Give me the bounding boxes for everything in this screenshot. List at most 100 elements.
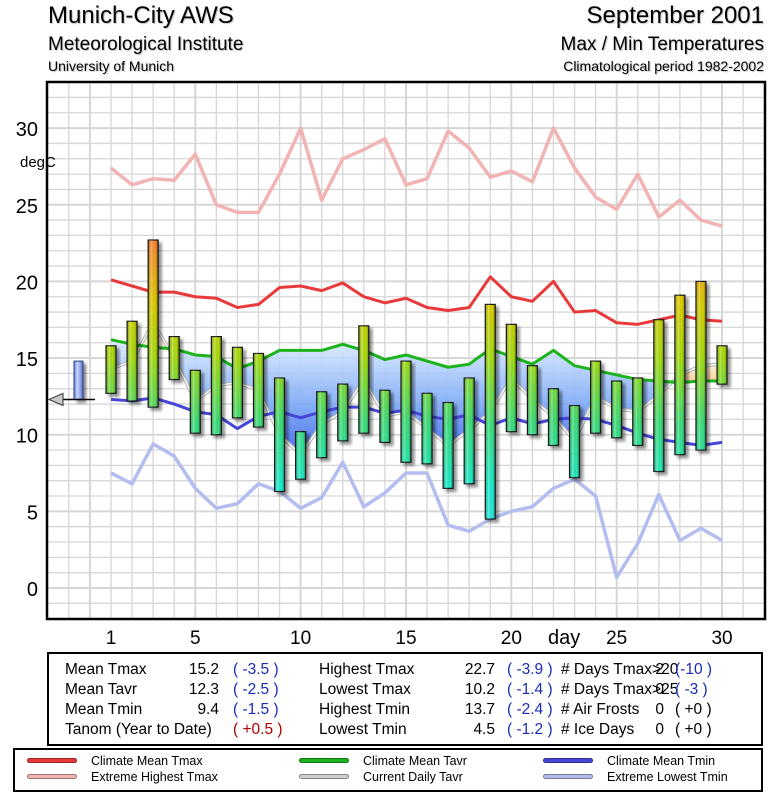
x-tick-label: 20	[501, 628, 522, 649]
day-bar	[547, 388, 560, 447]
day-bar-shade	[358, 325, 369, 434]
university-title: University of Munich	[48, 58, 175, 74]
stats-value: 2	[655, 661, 664, 678]
stats-label: Lowest Tmin	[319, 721, 407, 738]
chart-subtitle: Max / Min Temperatures	[560, 34, 764, 55]
ytd-bar	[73, 360, 84, 400]
stats-anomaly: ( -2.5 )	[233, 681, 279, 698]
day-bar	[168, 335, 180, 381]
daily-bars	[105, 239, 728, 520]
day-bar	[484, 303, 496, 520]
stats-row: Highest Tmax 22.7 ( -3.9 )	[49, 660, 761, 680]
x-axis-ticks: 1 5 10 15 20 25 30	[106, 628, 733, 649]
day-bar-shade	[611, 381, 622, 438]
stats-label: # Air Frosts	[561, 701, 640, 718]
stats-label: Mean Tavr	[65, 681, 138, 698]
day-bar	[653, 319, 665, 473]
day-bar	[126, 320, 138, 402]
day-bar-shade	[632, 377, 643, 446]
day-bar-shade	[127, 321, 138, 401]
day-bar-shade	[695, 281, 706, 451]
legend-label: Current Daily Tavr	[363, 770, 463, 784]
x-tick-label: 25	[606, 628, 627, 649]
legend-swatch	[543, 774, 593, 779]
stats-value: 9.4	[197, 701, 219, 718]
climate-mean-tmax-line	[110, 275, 723, 326]
day-bar	[273, 377, 286, 493]
stats-label: Mean Tmax	[65, 661, 147, 678]
day-bar	[632, 377, 644, 447]
stats-row: Tanom (Year to Date) ( +0.5 )	[49, 720, 761, 740]
legend-label: Climate Mean Tavr	[363, 754, 467, 768]
statistics-panel: Mean Tmax 15.2 ( -3.5 ) Mean Tavr 12.3 ( -2.5…	[47, 652, 763, 746]
day-bar-shade	[485, 304, 496, 520]
y-tick-label: 20	[16, 272, 38, 294]
day-bar	[400, 360, 412, 463]
stats-row: # Air Frosts 0 ( +0 )	[49, 700, 761, 720]
day-bar-shade	[337, 384, 348, 441]
legend-swatch	[543, 758, 593, 763]
legend-swatch	[299, 774, 349, 779]
day-bar	[358, 325, 370, 434]
legend: Climate Mean Tmax Climate Mean Tavr Climat…	[13, 748, 763, 792]
day-bar	[611, 380, 623, 439]
stats-anomaly: ( +0 )	[675, 701, 712, 718]
day-bar-shade	[295, 431, 306, 480]
y-axis-label: degC	[20, 154, 56, 171]
x-tick-label: 15	[395, 628, 416, 649]
day-bar	[337, 383, 349, 442]
day-bar-shade	[316, 391, 327, 458]
x-tick-label: 30	[711, 628, 732, 649]
stats-row: # Ice Days 0 ( +0 )	[49, 720, 761, 740]
day-bar	[252, 352, 265, 428]
day-bar-shade	[169, 336, 180, 380]
stats-anomaly: ( -2.4 )	[507, 701, 553, 718]
stats-value: 22.7	[464, 661, 495, 678]
day-bar-shade	[148, 240, 159, 408]
institute-title: Meteorological Institute	[48, 34, 244, 55]
stats-anomaly: ( -3.9 )	[507, 661, 553, 678]
day-bar	[105, 345, 117, 394]
y-tick-label: 25	[16, 196, 38, 218]
ytd-arrow-icon	[47, 392, 64, 407]
stats-anomaly: ( -3.5 )	[233, 661, 279, 678]
stats-row: Lowest Tmax 10.2 ( -1.4 )	[49, 680, 761, 700]
stats-value: 0	[655, 681, 664, 698]
x-tick-label: 10	[290, 628, 311, 649]
year-to-date-indicator	[47, 360, 95, 407]
stats-anomaly: ( -1.4 )	[507, 681, 553, 698]
stats-value: 15.2	[188, 661, 219, 678]
y-tick-label: 5	[27, 502, 38, 524]
day-bar-shade	[548, 388, 559, 446]
stats-row: Lowest Tmin 4.5 ( -1.2 )	[49, 720, 761, 740]
stats-label: Mean Tmin	[65, 701, 143, 718]
day-bar-shade	[506, 324, 517, 432]
stats-value: 10.2	[464, 681, 495, 698]
y-tick-label: 0	[27, 579, 38, 601]
legend-swatch	[27, 774, 77, 779]
stats-anomaly: ( -1.2 )	[507, 721, 553, 738]
day-bar-shade	[400, 361, 411, 463]
extreme-highest-tmax-line	[109, 126, 723, 228]
day-bar-shade	[190, 370, 201, 434]
y-tick-label: 30	[16, 119, 38, 141]
day-bar-shade	[569, 405, 580, 478]
day-bar	[379, 389, 391, 443]
stats-label: Highest Tmax	[319, 661, 415, 678]
month-title: September 2001	[586, 2, 764, 29]
day-bar	[590, 360, 602, 434]
series-lines	[109, 126, 723, 580]
day-bar-shade	[422, 393, 433, 464]
stats-anomaly: ( +0 )	[675, 721, 712, 738]
stats-value: 0	[655, 721, 664, 738]
x-tick-label: 1	[106, 628, 117, 649]
legend-swatch	[27, 758, 77, 763]
stats-value: 13.7	[464, 701, 495, 718]
day-bar-shade	[590, 361, 601, 434]
stats-row: Highest Tmin 13.7 ( -2.4 )	[49, 700, 761, 720]
day-bar	[316, 391, 328, 459]
day-bar-shade	[464, 377, 475, 484]
legend-label: Extreme Highest Tmax	[91, 770, 218, 784]
stats-label: Highest Tmin	[319, 701, 411, 718]
day-bar-shade	[653, 319, 664, 472]
